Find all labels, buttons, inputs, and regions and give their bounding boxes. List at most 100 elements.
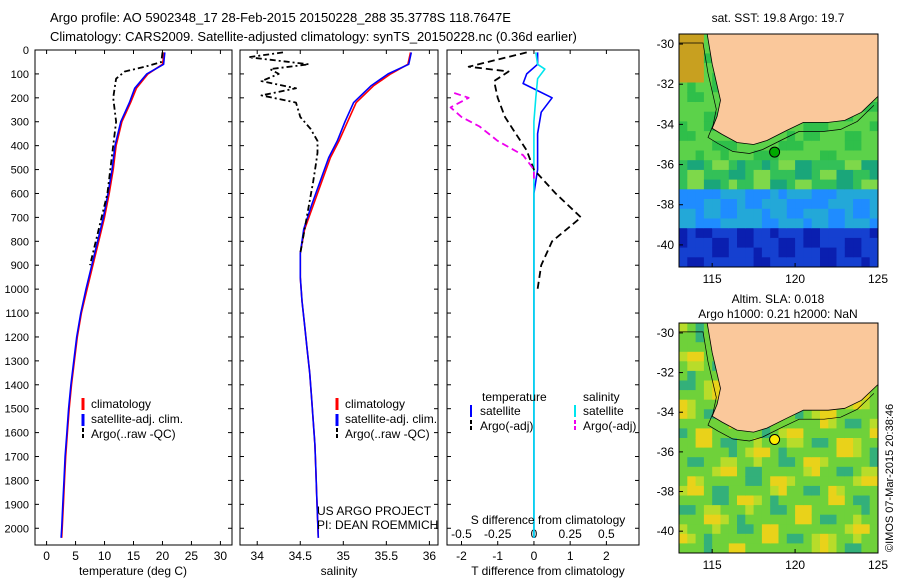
map-cell (820, 409, 829, 420)
map-cell (786, 131, 796, 142)
map-cell (720, 485, 730, 497)
map-cell (770, 476, 780, 487)
map-cell (820, 466, 829, 477)
map-cell (803, 189, 813, 200)
map-cell (869, 131, 878, 142)
y-tick-label: 1000 (5, 284, 29, 296)
map-cell (679, 43, 688, 54)
map-cell (712, 257, 722, 267)
map-cell (703, 332, 713, 343)
map-cell (703, 428, 713, 439)
legend-satellite-label: satellite-adj. clim. (345, 412, 437, 426)
map-cell (803, 418, 813, 429)
map-cell (844, 179, 854, 190)
map-cell (695, 92, 705, 103)
map-cell (853, 399, 862, 410)
map-cell (728, 228, 738, 239)
map-cell (720, 237, 730, 249)
map-cell (687, 466, 697, 477)
map-cell (703, 150, 713, 161)
map-cell (803, 447, 813, 458)
map-cell (720, 543, 730, 553)
salinity-axes-frame (239, 49, 439, 546)
t-diff-tick-label: 0 (531, 549, 538, 563)
map-cell (720, 228, 730, 239)
map-cell (720, 457, 730, 468)
map-cell (753, 257, 763, 267)
map-cell (695, 34, 705, 45)
map-cell (836, 218, 846, 229)
map-cell (679, 361, 688, 372)
map-cell (737, 524, 746, 535)
map-cell (853, 485, 862, 497)
map-cell (811, 543, 821, 553)
map-cell (687, 102, 697, 113)
map-cell (803, 179, 813, 190)
map-cell (853, 160, 862, 171)
map-cell (737, 160, 746, 171)
map-cell (703, 237, 713, 249)
map-cell (778, 428, 788, 439)
y-tick-label: 500 (11, 165, 29, 177)
map-cell (820, 495, 829, 506)
map-cell (811, 189, 821, 200)
x-tick-label: 20 (156, 549, 170, 563)
map-cell (679, 543, 688, 553)
map-cell (695, 370, 705, 382)
map-cell (869, 466, 878, 477)
map-cell (761, 524, 771, 535)
map-cell (695, 495, 705, 506)
map-cell (778, 189, 788, 200)
map-cell (795, 447, 804, 458)
map-cell (695, 323, 705, 334)
map-cell (811, 160, 821, 171)
map-cell (861, 438, 871, 449)
map-cell (770, 169, 780, 181)
map-cell (820, 218, 829, 229)
map-cell (795, 438, 804, 449)
map-cell (703, 72, 713, 84)
map-cell (687, 150, 697, 161)
map-cell (836, 495, 846, 506)
map-cell (786, 438, 796, 449)
map-cell (761, 247, 771, 258)
map-cell (770, 505, 780, 516)
map-cell (844, 247, 854, 258)
map-cell (786, 533, 796, 544)
map-cell (844, 169, 854, 181)
map-cell (844, 121, 854, 132)
map-y-tick-label: -34 (657, 405, 675, 419)
map-cell (695, 447, 705, 458)
map-cell (687, 111, 697, 122)
map-cell (761, 189, 771, 200)
sst-map-title: sat. SST: 19.8 Argo: 19.7 (712, 11, 845, 25)
map-cell (836, 524, 846, 535)
map-cell (869, 228, 878, 239)
map-cell (836, 160, 846, 171)
map-cell (778, 131, 788, 142)
australia-land (679, 34, 878, 145)
map-cell (728, 505, 738, 516)
map-cell (695, 199, 705, 210)
map-cell (745, 247, 755, 258)
australia-land (679, 323, 878, 433)
map-cell (761, 485, 771, 497)
map-cell (795, 495, 804, 506)
x-tick-label: 10 (98, 549, 112, 563)
map-cell (720, 438, 730, 449)
map-cell (770, 533, 780, 544)
map-cell (728, 150, 738, 161)
map-cell (820, 447, 829, 458)
map-cell (703, 179, 713, 190)
map-cell (778, 228, 788, 239)
map-cell (753, 457, 763, 468)
map-cell (828, 485, 838, 497)
map-cell (820, 428, 829, 439)
map-cell (695, 218, 705, 229)
map-cell (836, 179, 846, 190)
map-cell (695, 160, 705, 171)
map-cell (703, 121, 713, 132)
map-cell (803, 237, 813, 249)
map-cell (869, 179, 878, 190)
